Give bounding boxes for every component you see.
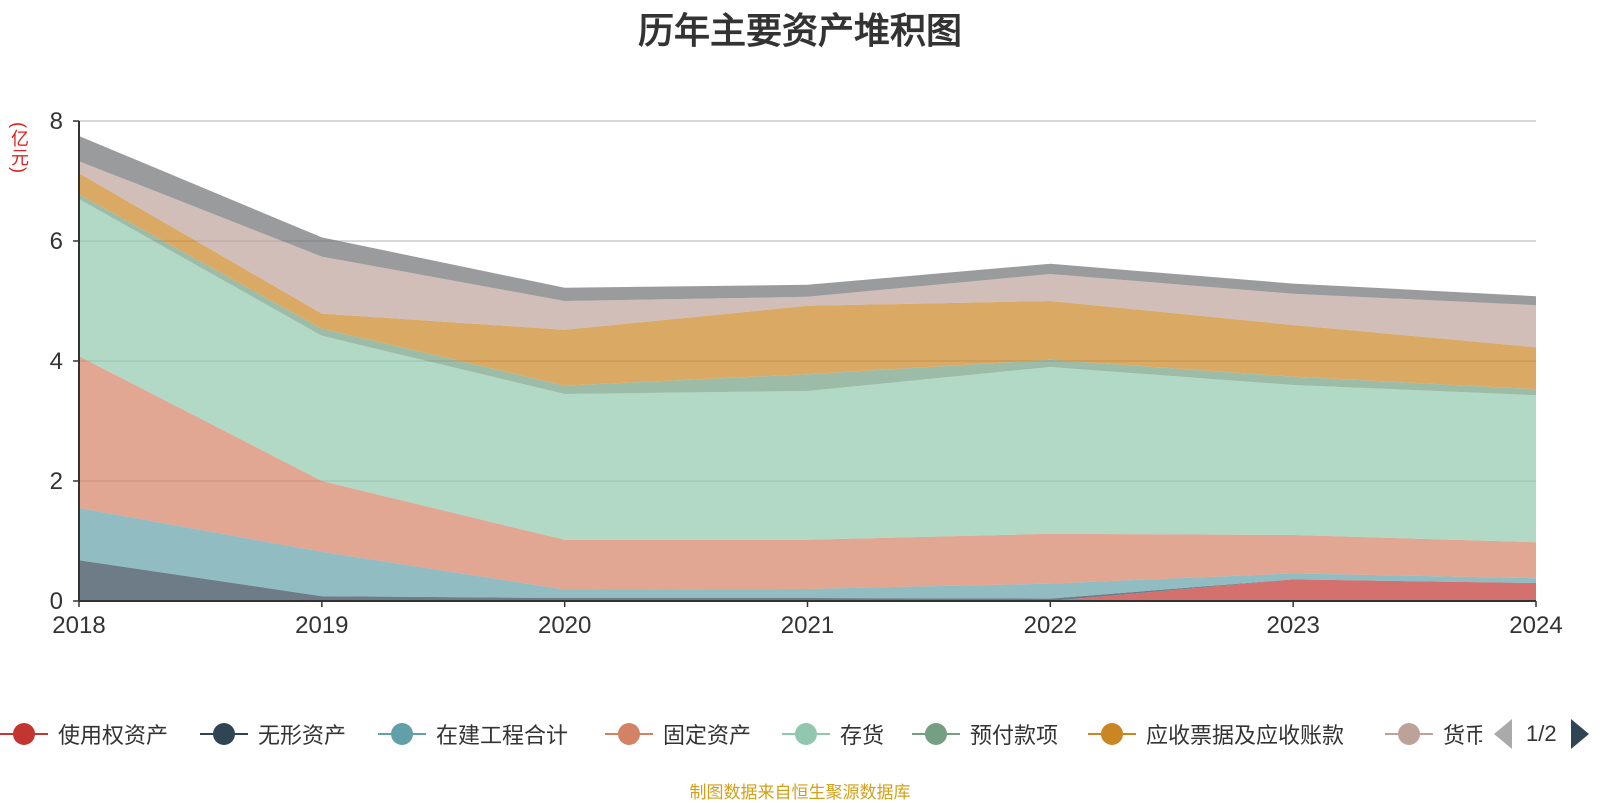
legend-label: 在建工程合计 <box>436 723 569 748</box>
legend-item[interactable]: 固定资产 <box>605 716 751 752</box>
legend-item[interactable]: 无形资产 <box>200 716 346 752</box>
legend-marker-icon <box>605 716 653 752</box>
x-tick-label: 2020 <box>538 612 591 639</box>
y-tick-label: 2 <box>50 468 63 495</box>
legend-pager: 1/2 <box>1494 716 1589 752</box>
legend-label: 使用权资产 <box>58 723 169 748</box>
area-series-2 <box>79 508 1536 599</box>
area-series-group <box>79 136 1536 601</box>
x-tick-label: 2023 <box>1266 612 1319 639</box>
y-axis-unit-label: (亿元) <box>9 122 29 174</box>
legend-prev-page-icon[interactable] <box>1494 719 1512 749</box>
y-tick-label: 8 <box>50 108 63 135</box>
legend-label: 预付款项 <box>970 723 1059 748</box>
legend-item[interactable]: 在建工程合计 <box>378 716 568 752</box>
area-series-7 <box>79 161 1536 348</box>
area-series-6 <box>79 173 1536 390</box>
stacked-area-chart: 0 2 4 6 8 2018 2019 2020 2021 2022 2023 2024 <box>50 108 1563 639</box>
x-tick-label: 2024 <box>1509 612 1562 639</box>
y-tick-label: 6 <box>50 228 63 255</box>
legend-items-viewport: 使用权资产 无形资产 在建工程合计 固定资产 存货 预付款项 应收票据及应收账款 货币资金 <box>0 716 1482 756</box>
legend-item[interactable]: 应收票据及应收账款 <box>1088 716 1344 752</box>
y-tick-label: 4 <box>50 348 63 375</box>
legend-item[interactable]: 货币资金 <box>1385 716 1482 752</box>
area-series-1 <box>79 560 1536 601</box>
legend-label: 存货 <box>840 723 885 748</box>
legend-marker-icon <box>912 716 960 752</box>
x-tick-label: 2022 <box>1024 612 1077 639</box>
legend-marker-icon <box>1088 716 1136 752</box>
legend-marker-icon <box>0 716 48 752</box>
legend-label: 货币资金 <box>1443 723 1482 748</box>
legend-marker-icon <box>782 716 830 752</box>
area-series-0 <box>79 579 1536 601</box>
y-tick-label: 0 <box>50 588 63 615</box>
legend-item[interactable]: 预付款项 <box>912 716 1058 752</box>
legend-item[interactable]: 使用权资产 <box>0 716 168 752</box>
chart-title: 历年主要资产堆积图 <box>637 10 962 51</box>
x-tick-label: 2018 <box>52 612 105 639</box>
area-series-3 <box>79 356 1536 590</box>
area-series-8 <box>79 136 1536 306</box>
axes: 0 2 4 6 8 2018 2019 2020 2021 2022 2023 2024 <box>50 108 1563 639</box>
data-source-note: 制图数据来自恒生聚源数据库 <box>689 783 911 802</box>
x-tick-label: 2019 <box>295 612 348 639</box>
legend-label: 固定资产 <box>663 723 752 748</box>
legend-label: 应收票据及应收账款 <box>1146 723 1345 748</box>
legend-page-indicator: 1/2 <box>1526 721 1557 746</box>
legend: 使用权资产 无形资产 在建工程合计 固定资产 存货 预付款项 应收票据及应收账款 货币资金 1… <box>0 716 1600 756</box>
area-series-4 <box>79 199 1536 543</box>
legend-item[interactable]: 存货 <box>782 716 884 752</box>
legend-marker-icon <box>200 716 248 752</box>
legend-label: 无形资产 <box>258 723 347 748</box>
x-tick-label: 2021 <box>781 612 834 639</box>
legend-marker-icon <box>378 716 426 752</box>
legend-marker-icon <box>1385 716 1433 752</box>
legend-next-page-icon[interactable] <box>1570 719 1589 749</box>
